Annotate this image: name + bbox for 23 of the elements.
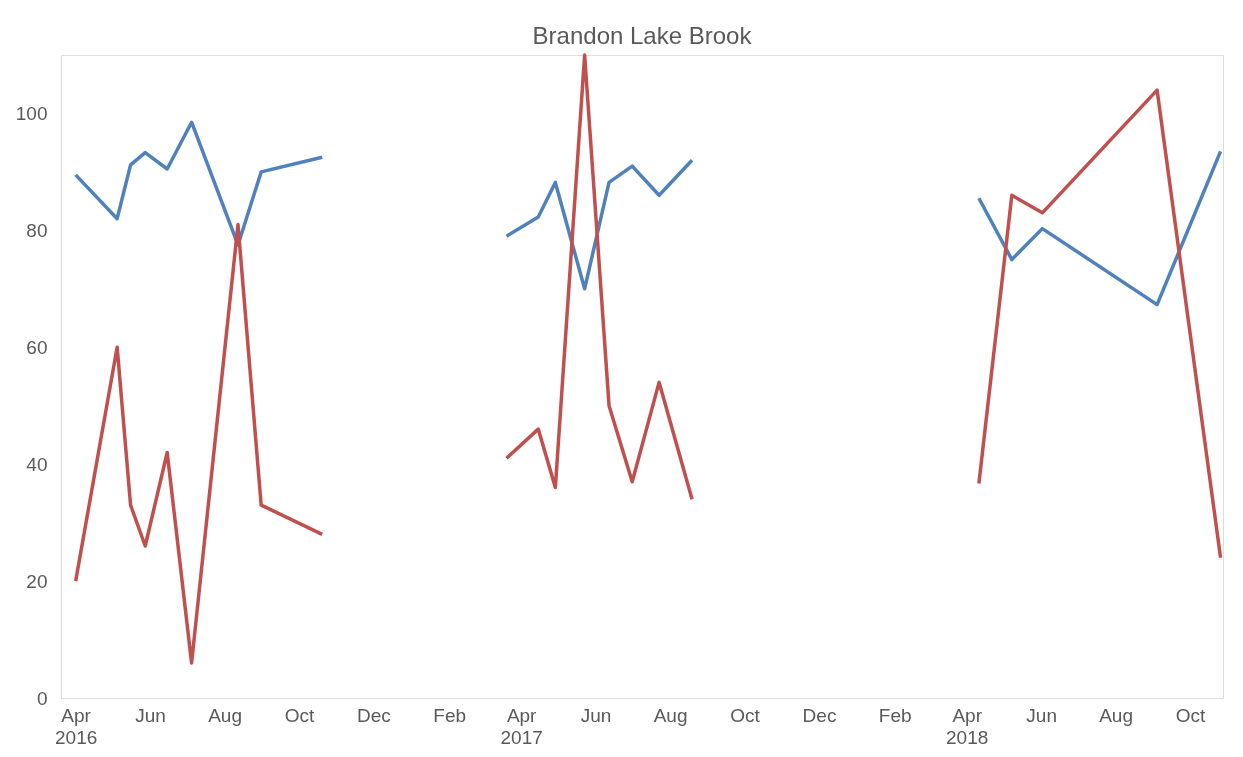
y-tick-label: 20	[26, 570, 48, 592]
chart-title: Brandon Lake Brook	[532, 22, 753, 50]
x-tick-label: Feb	[878, 704, 912, 726]
y-tick-label: 80	[26, 219, 48, 241]
x-tick-label: Dec	[802, 704, 837, 726]
x-tick-label: Jun	[135, 704, 166, 726]
x-tick-label: Oct	[730, 704, 761, 726]
y-tick-label: 60	[26, 336, 48, 358]
x-tick-label: Aug	[1099, 704, 1133, 726]
x-tick-label: Feb	[433, 704, 467, 726]
x-tick-label: Aug	[208, 704, 242, 726]
x-tick-label: Dec	[357, 704, 391, 726]
y-tick-label: 0	[36, 687, 48, 709]
x-tick-label: Jun	[1026, 704, 1057, 726]
x-tick-label: Aug	[653, 704, 688, 726]
x-tick-label: Apr 2017	[500, 704, 543, 748]
x-tick-label: Apr 2016	[55, 704, 98, 748]
x-tick-label: Apr 2018	[946, 704, 989, 748]
x-tick-label: Jun	[580, 704, 612, 726]
y-tick-label: 40	[26, 453, 48, 475]
x-tick-label: Oct	[1175, 704, 1207, 726]
y-tick-label: 100	[15, 102, 48, 124]
x-tick-label: Oct	[284, 704, 316, 726]
